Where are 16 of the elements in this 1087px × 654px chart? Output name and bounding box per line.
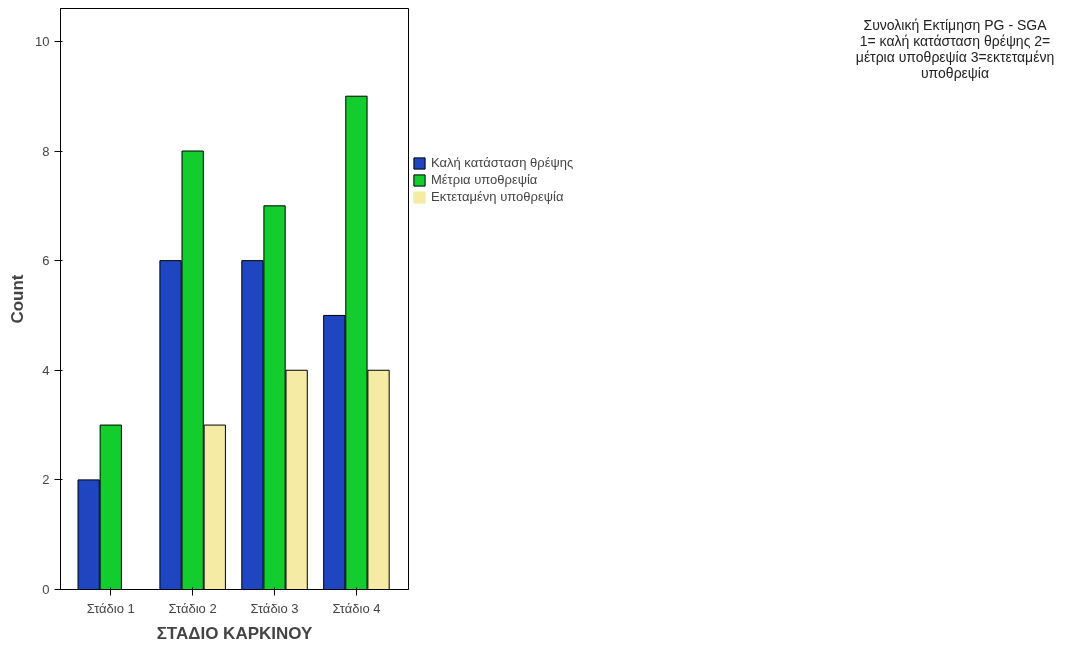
legend-title: Συνολική Εκτίμηση PG - SGA 1= καλή κατάσταση θρέψης 2= μέτρια υποθρεψία 3=εκτεταμένη υποθρεψία — [855, 17, 1055, 82]
y-tick-label: 10 — [35, 33, 50, 49]
y-tick-label: 0 — [42, 582, 50, 597]
legend-label: Εκτεταμένη υποθρεψία — [431, 189, 564, 204]
x-axis-title: ΣΤΑΔΙΟ ΚΑΡΚΙΝΟΥ — [156, 623, 314, 643]
legend-label: Μέτρια υποθρεψία — [431, 172, 538, 187]
x-tick-label: Στάδιο 4 — [332, 600, 381, 616]
y-tick-label: 4 — [42, 362, 50, 378]
x-tick-label: Στάδιο 1 — [86, 600, 135, 616]
y-tick-label: 6 — [42, 253, 50, 269]
y-tick-label: 2 — [42, 472, 50, 488]
y-axis-title: Count — [8, 274, 28, 324]
y-tick-label: 8 — [42, 143, 50, 159]
x-tick-label: Στάδιο 2 — [168, 600, 217, 616]
x-tick-label: Στάδιο 3 — [250, 600, 299, 616]
legend-label: Καλή κατάσταση θρέψης — [431, 155, 574, 170]
